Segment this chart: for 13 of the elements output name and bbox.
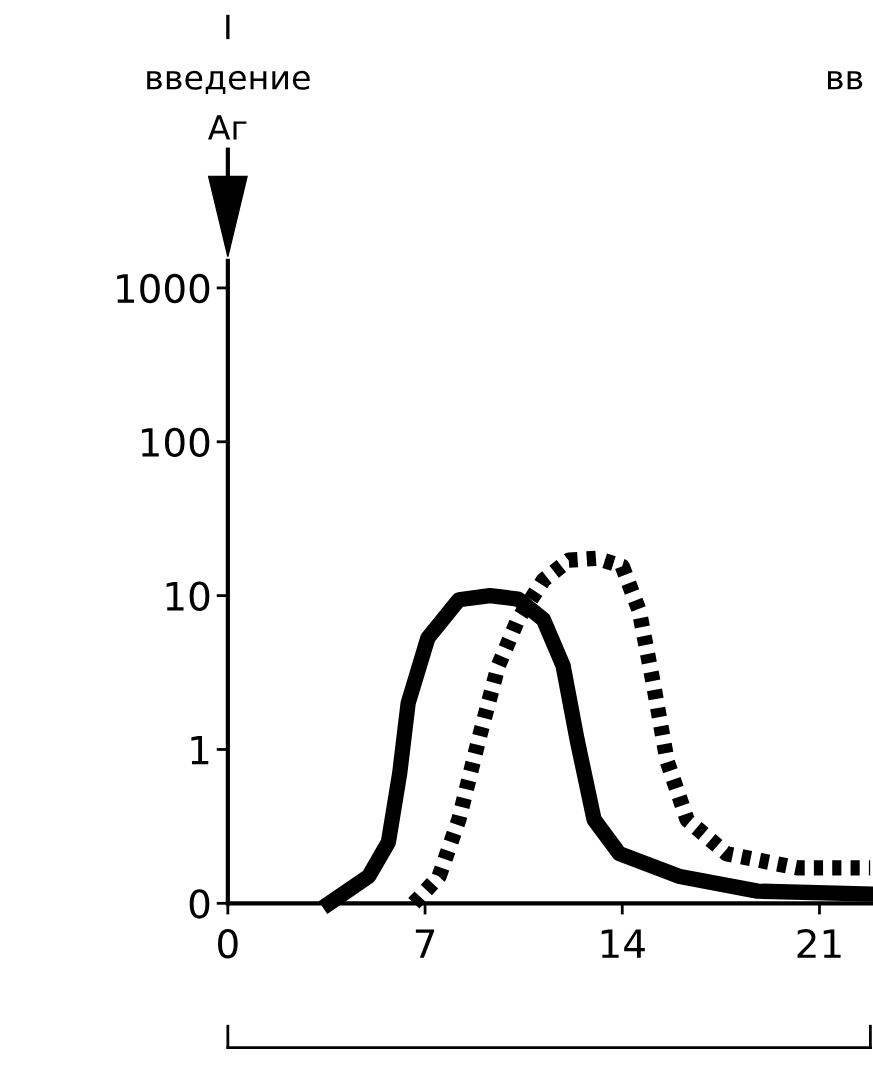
y-tick-label: 0	[189, 889, 210, 919]
text: I	[226, 14, 230, 40]
text: вв	[828, 71, 863, 90]
y-tick-label: 100	[141, 427, 210, 458]
y-tick-label: 1	[191, 735, 209, 765]
y-tick-label: 1000	[117, 273, 210, 304]
text: введение	[147, 70, 310, 94]
x-tick-label: 14	[601, 929, 645, 958]
text: Аг	[207, 115, 247, 140]
y-tick-label: 10	[166, 581, 210, 611]
x-tick-label: 21	[797, 928, 841, 958]
x-tick-label: 7	[415, 929, 435, 958]
x-tick-label: 0	[218, 928, 238, 959]
